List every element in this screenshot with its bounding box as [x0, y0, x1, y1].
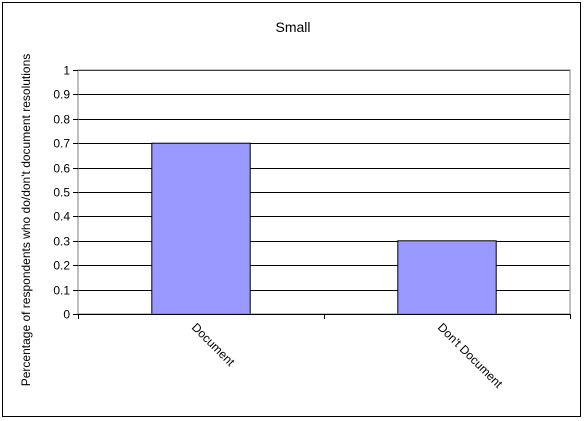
chart-title: Small — [275, 19, 310, 35]
y-axis-label: Percentage of respondents who do/don't d… — [19, 54, 33, 387]
y-axis-ticks: 0 0.1 0.2 0.3 0.4 0.5 0.6 0.7 0.8 0.9 1 — [53, 64, 78, 322]
y-tick-label: 0.1 — [53, 284, 70, 298]
y-tick-label: 0 — [63, 308, 70, 322]
y-tick-label: 0.4 — [53, 210, 70, 224]
chart-frame — [2, 2, 581, 417]
y-tick-label: 0.3 — [53, 235, 70, 249]
x-tick-label: Don't Document — [435, 320, 506, 391]
y-tick-label: 0.7 — [53, 137, 70, 151]
y-tick-label: 0.5 — [53, 186, 70, 200]
y-tick-label: 0.6 — [53, 162, 70, 176]
y-tick-label: 0.8 — [53, 113, 70, 127]
y-tick-label: 0.9 — [53, 88, 70, 102]
y-tick-label: 0.2 — [53, 259, 70, 273]
x-axis-ticks: Document Don't Document — [78, 314, 571, 391]
bar — [397, 240, 497, 315]
x-tick-label: Document — [189, 320, 238, 369]
y-tick-label: 1 — [63, 64, 70, 78]
bar — [151, 142, 251, 315]
